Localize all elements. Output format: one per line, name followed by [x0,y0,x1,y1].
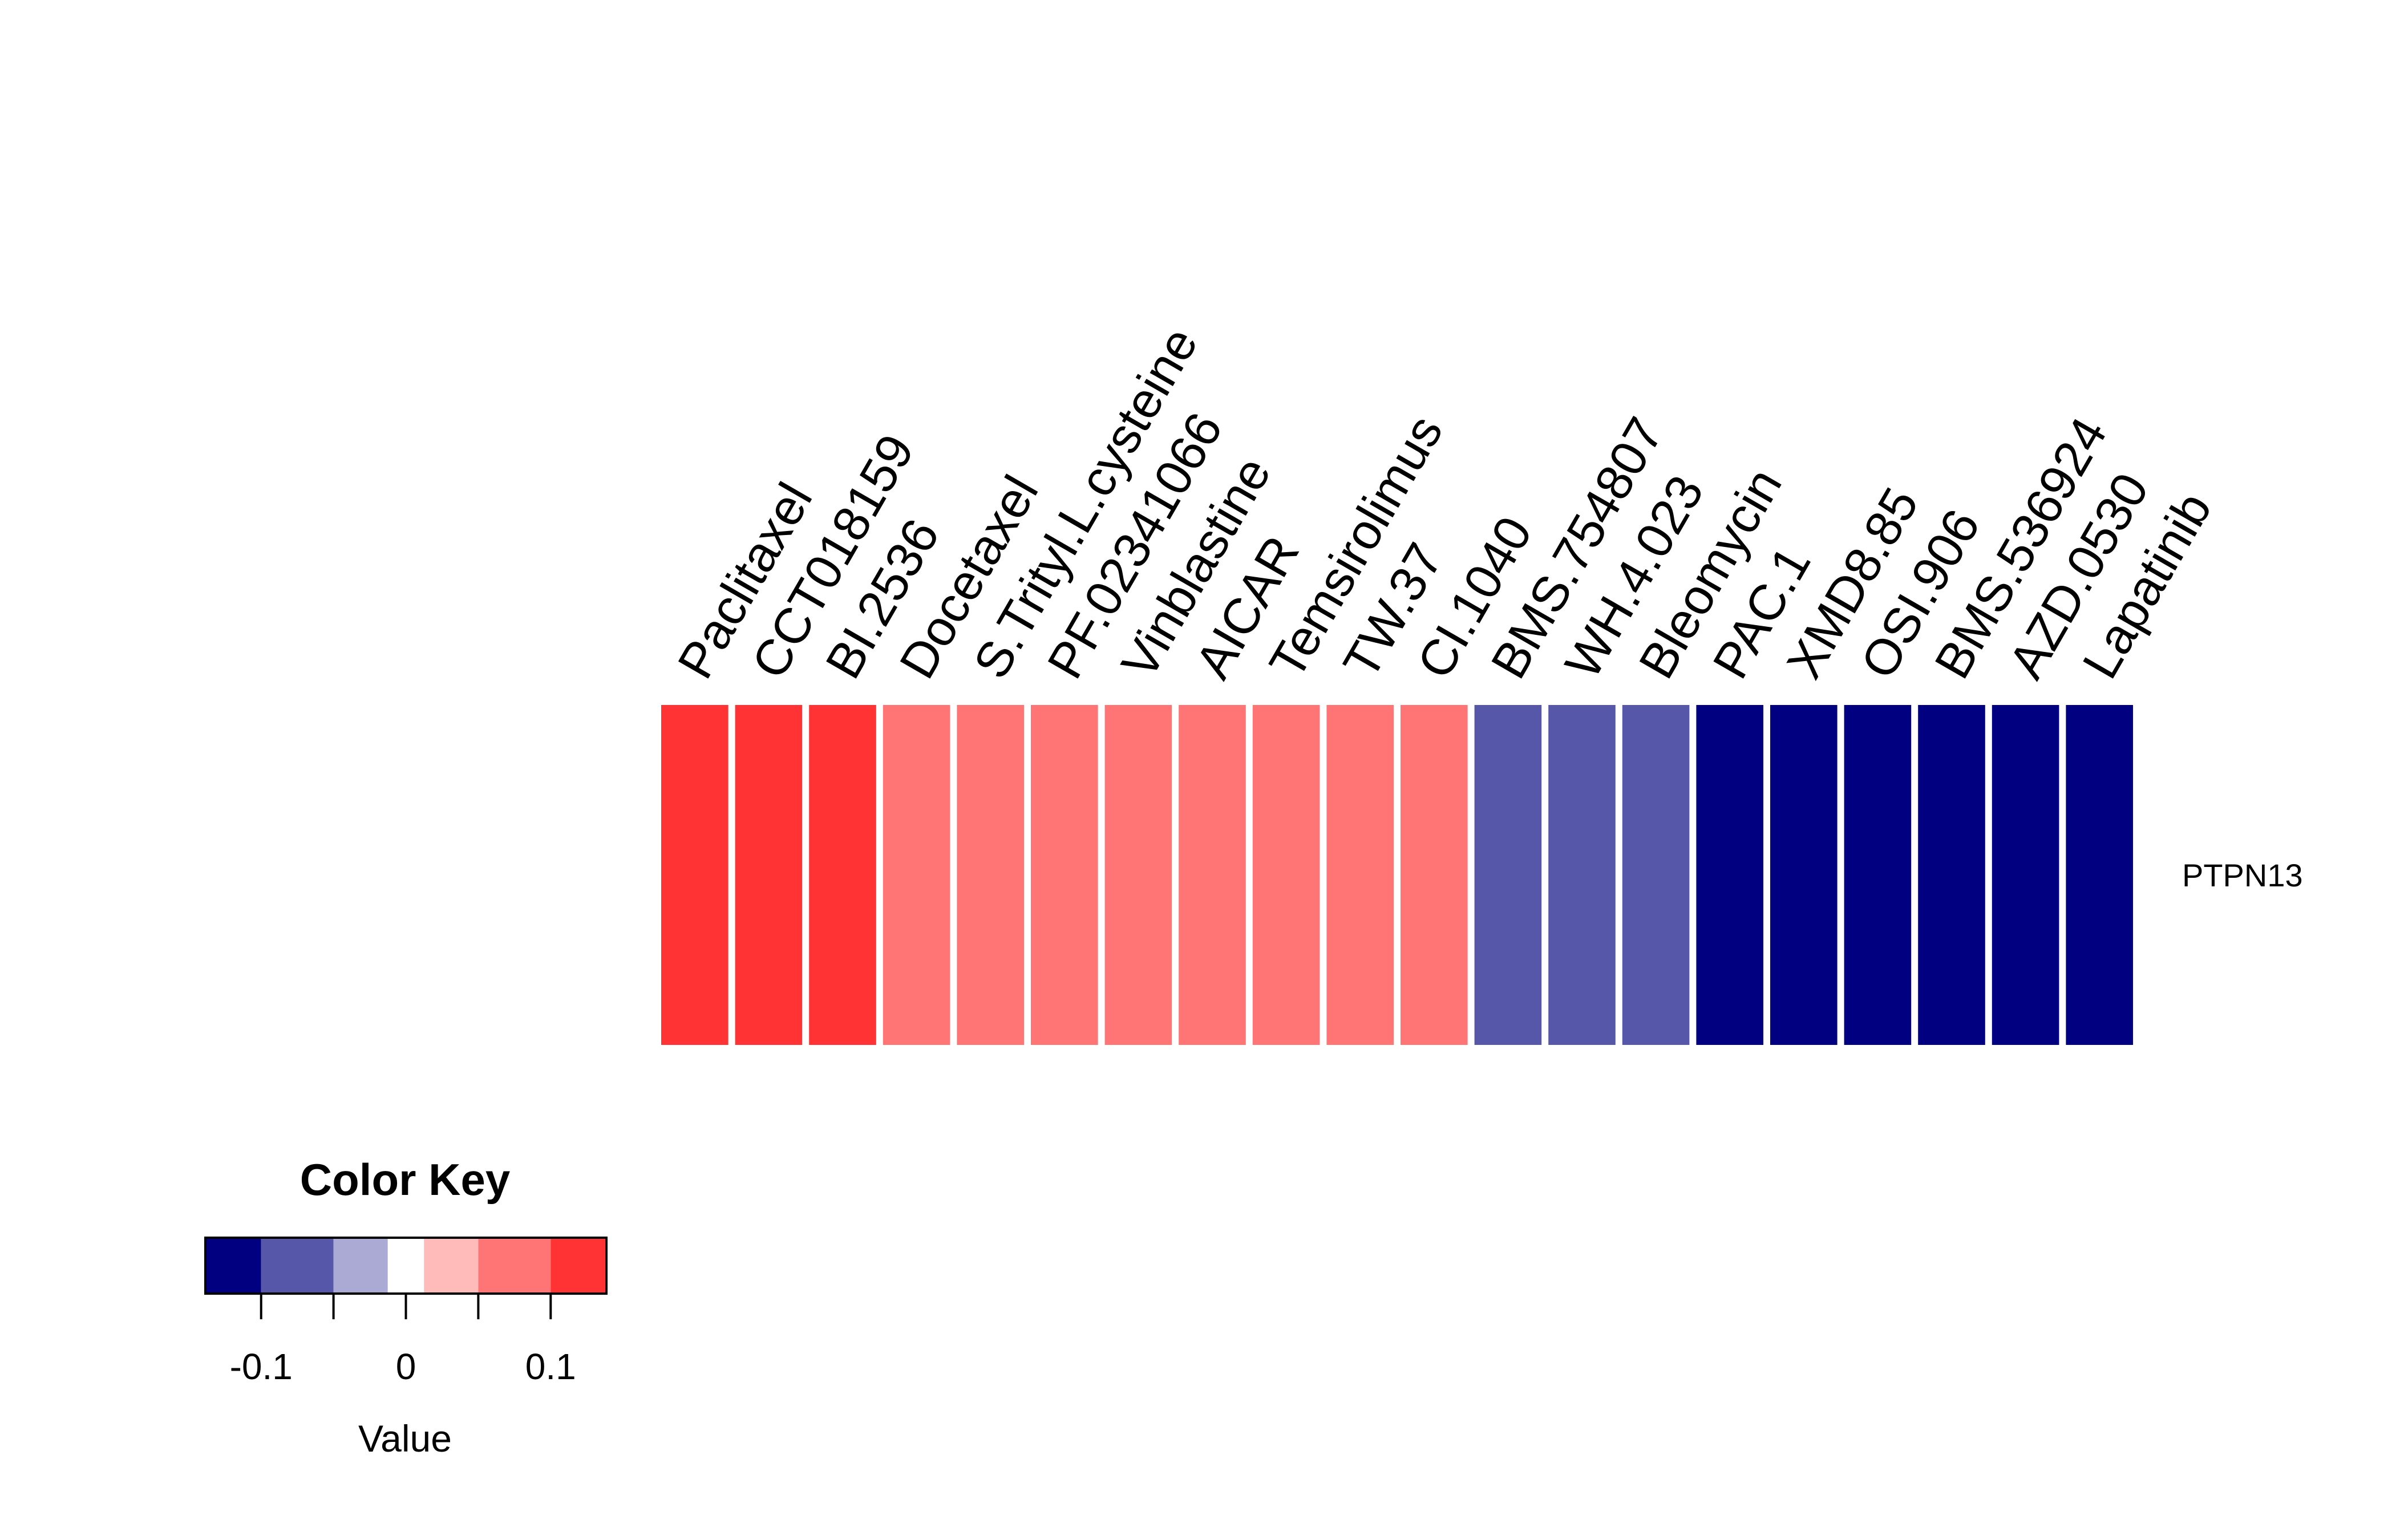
heatmap-cell [957,705,1024,1045]
heatmap-cell [1031,705,1098,1045]
heatmap-cell [1770,705,1838,1045]
heatmap-cell [1252,705,1320,1045]
color-key-tick-label: -0.1 [230,1346,293,1387]
heatmap-cell [1622,705,1690,1045]
heatmap-cell [1401,705,1468,1045]
color-key-ticks: -0.1 0 0.1 [230,1294,576,1387]
color-key-bin [478,1238,551,1294]
heatmap-cell [1474,705,1542,1045]
heatmap-cell [1696,705,1763,1045]
heatmap-cell [1918,705,1985,1045]
heatmap-cell [1992,705,2059,1045]
heatmap-cells [661,705,2133,1045]
heatmap-cell [2066,705,2133,1045]
color-key-bins [205,1238,606,1294]
heatmap-cell [1548,705,1616,1045]
heatmap-cell [661,705,728,1045]
heatmap-cell [883,705,950,1045]
color-key-axis-label: Value [358,1417,452,1460]
color-key-bin [205,1238,261,1294]
color-key-tick-label: 0 [396,1346,416,1387]
color-key-title: Color Key [300,1154,510,1205]
color-key-bin [424,1238,479,1294]
heatmap-cell [1104,705,1172,1045]
color-key-bin [387,1238,424,1294]
heatmap-cell [1326,705,1394,1045]
color-key-bin [333,1238,388,1294]
heatmap-cell [1179,705,1246,1045]
color-key-bin [551,1238,606,1294]
heatmap-cell [1844,705,1912,1045]
heatmap-cell [735,705,803,1045]
row-labels: PTPN13 [2182,857,2303,893]
row-label: PTPN13 [2182,857,2303,893]
heatmap-cell [809,705,876,1045]
column-labels: PaclitaxelCCT018159BI.2536DocetaxelS.Tri… [667,318,2223,687]
color-key-tick-label: 0.1 [525,1346,576,1387]
color-key: Color Key -0.1 0 0.1 Value [204,1154,608,1460]
color-key-bin [261,1238,334,1294]
